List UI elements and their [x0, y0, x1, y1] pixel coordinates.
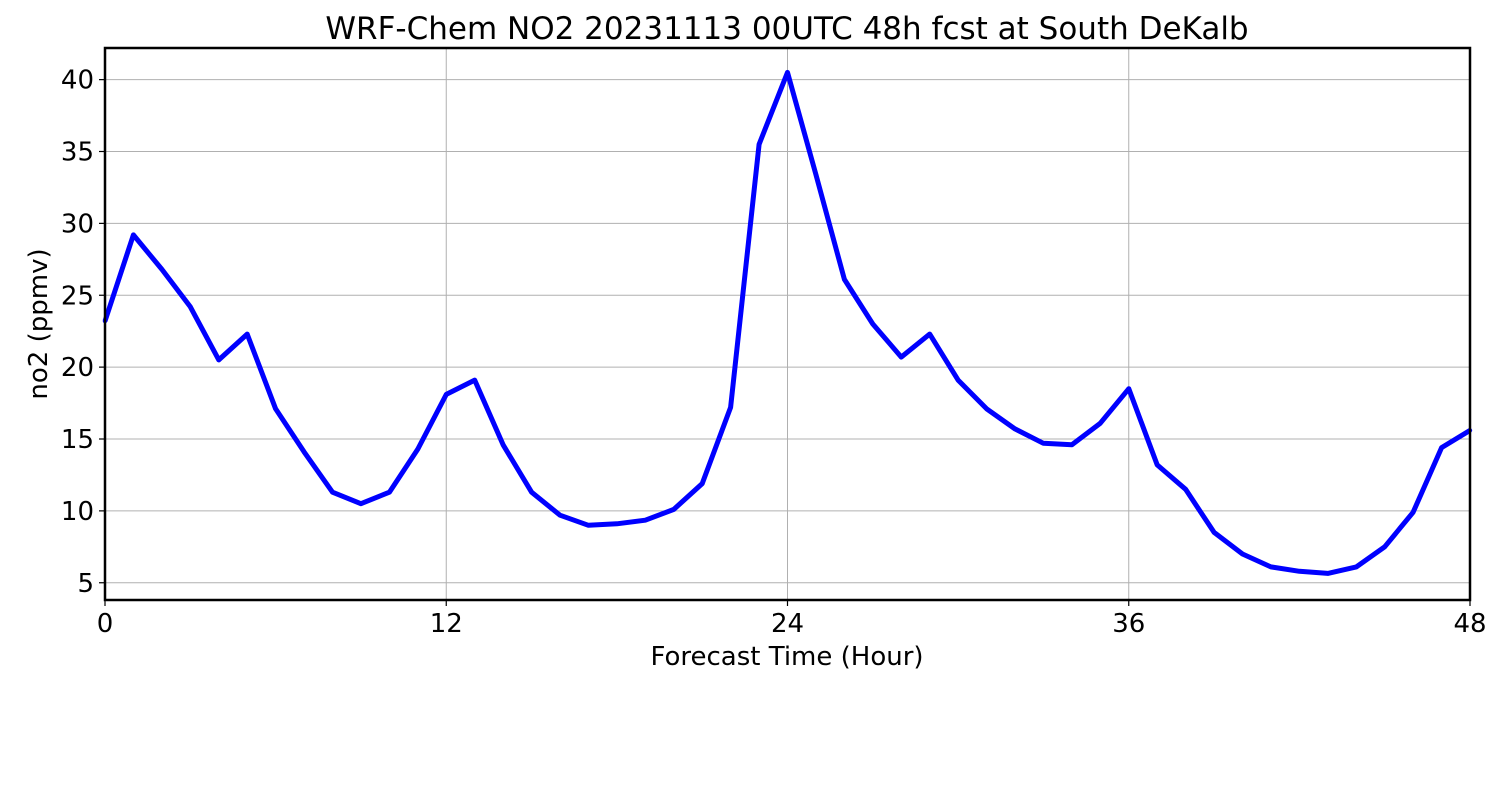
x-axis-label: Forecast Time (Hour) [650, 642, 923, 672]
y-axis-label: no2 (ppmv) [24, 248, 54, 399]
data-point [813, 172, 819, 177]
data-point [1041, 441, 1046, 446]
data-point [1439, 445, 1444, 450]
data-point [301, 449, 307, 455]
data-point [472, 377, 477, 383]
y-tick-label: 40 [61, 66, 94, 96]
data-point [216, 357, 221, 363]
y-tick-label: 15 [61, 425, 94, 455]
data-point [1240, 551, 1245, 557]
data-point [358, 501, 364, 506]
data-point [1382, 544, 1387, 550]
data-point [984, 406, 989, 412]
data-point [1154, 462, 1160, 468]
y-tick-label: 30 [61, 209, 94, 239]
x-tick-label: 36 [1112, 609, 1145, 639]
data-point [927, 331, 932, 337]
data-point [273, 406, 278, 412]
data-point [699, 481, 705, 486]
data-point [387, 489, 392, 495]
data-point [1410, 510, 1416, 515]
data-point [1354, 564, 1359, 570]
data-point [444, 392, 449, 397]
data-point [955, 377, 961, 383]
data-point [557, 512, 563, 518]
data-point [614, 521, 620, 527]
data-point [500, 442, 506, 447]
data-point [159, 267, 165, 272]
data-point [785, 70, 790, 75]
data-point [244, 331, 250, 337]
y-tick-label: 35 [61, 138, 94, 168]
data-point [870, 321, 876, 327]
series-layer [102, 69, 1473, 576]
data-point [529, 489, 534, 495]
y-tick-label: 25 [61, 281, 94, 311]
y-tick-label: 20 [61, 353, 94, 383]
data-point [1069, 442, 1075, 447]
x-axis: 0 12 24 36 48 [97, 600, 1487, 639]
data-point [586, 523, 591, 528]
data-point [1297, 569, 1302, 574]
data-point [415, 446, 421, 452]
data-point [756, 142, 762, 147]
y-tick-label: 10 [61, 497, 94, 527]
x-tick-label: 48 [1453, 609, 1486, 639]
y-axis: 5 10 15 20 25 30 35 40 [61, 66, 105, 599]
data-point [1211, 530, 1217, 535]
data-point [188, 304, 193, 309]
data-point [1183, 487, 1188, 492]
data-point [1012, 426, 1018, 432]
data-point [330, 489, 335, 495]
data-point [1325, 571, 1331, 576]
data-point [728, 405, 733, 410]
data-point [1126, 386, 1131, 391]
x-tick-label: 0 [97, 609, 114, 639]
chart-title: WRF-Chem NO2 20231113 00UTC 48h fcst at … [325, 11, 1248, 47]
data-point [842, 277, 847, 282]
data-point [1268, 564, 1274, 570]
x-tick-label: 12 [430, 609, 463, 639]
data-point [671, 507, 676, 512]
x-tick-label: 24 [771, 609, 804, 639]
y-tick-label: 5 [77, 569, 94, 599]
data-point [131, 232, 136, 238]
data-point [1098, 420, 1103, 426]
data-point [899, 354, 904, 360]
grid [104, 48, 1471, 600]
data-point [643, 518, 648, 523]
